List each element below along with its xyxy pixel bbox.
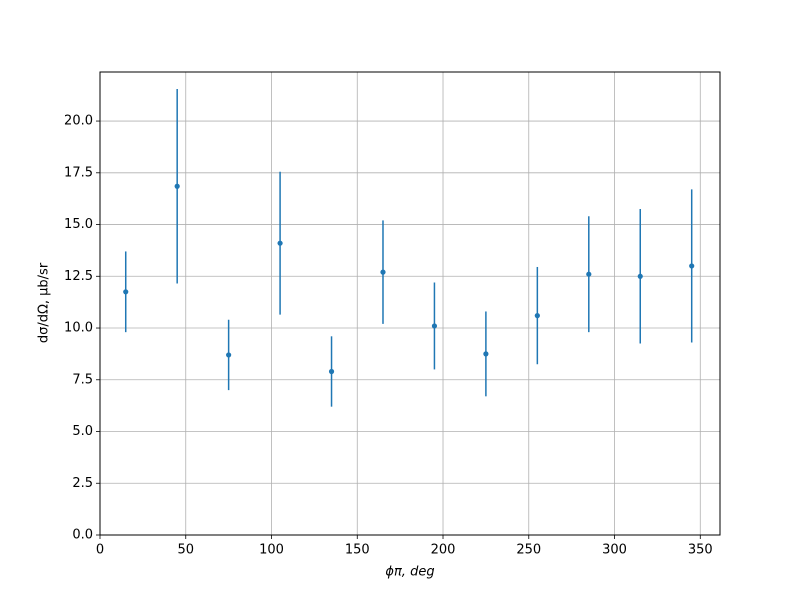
y-tick-label: 0.0	[72, 528, 93, 543]
data-point	[431, 323, 438, 329]
plot-frame	[99, 71, 721, 536]
x-tick-label: 50	[177, 543, 194, 558]
y-tick-label: 17.5	[64, 165, 93, 180]
y-tick-label: 2.5	[72, 476, 93, 491]
x-tick-label: 100	[259, 543, 284, 558]
data-point	[586, 271, 592, 277]
y-tick-label: 15.0	[64, 217, 93, 232]
data-point	[123, 289, 129, 295]
data-point	[380, 269, 386, 275]
y-tick-label: 20.0	[64, 114, 93, 129]
y-tick-label: 5.0	[72, 424, 93, 439]
data-point	[277, 240, 283, 246]
marks-layer	[123, 88, 695, 407]
data-point	[483, 351, 489, 357]
y-tick-label: 7.5	[72, 372, 93, 387]
x-axis-label: ϕπ, deg	[385, 565, 434, 580]
x-tick-label: 300	[602, 543, 627, 558]
data-point	[637, 273, 643, 279]
x-tick-label: 350	[688, 543, 713, 558]
x-tick-label: 200	[431, 543, 456, 558]
data-point	[174, 183, 180, 189]
x-tick-label: 150	[345, 543, 370, 558]
data-point	[328, 368, 335, 375]
data-point	[534, 313, 540, 319]
y-tick-label: 10.0	[64, 321, 93, 336]
x-tick-label: 0	[96, 543, 104, 558]
y-axis-label: dσ/dΩ, μb/sr	[37, 262, 52, 343]
y-tick-label: 12.5	[64, 269, 93, 284]
data-point	[226, 352, 232, 358]
x-tick-label: 250	[516, 543, 541, 558]
grid-layer	[99, 72, 720, 536]
data-point	[689, 263, 695, 269]
